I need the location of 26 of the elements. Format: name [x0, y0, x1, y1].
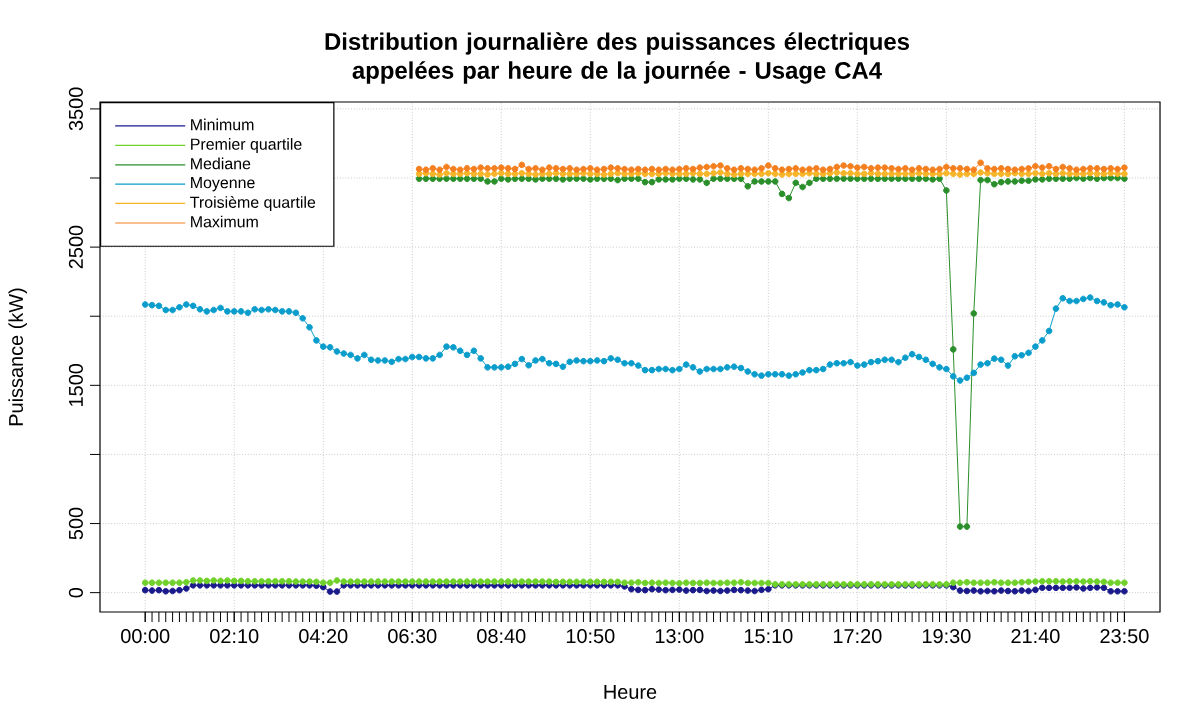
legend-label: Troisième quartile: [190, 196, 316, 212]
x-axis-title: Heure: [604, 685, 657, 699]
y-tick-label: 500: [68, 507, 83, 540]
y-tick-label: 3500: [68, 87, 83, 131]
legend-label: Mediane: [191, 157, 251, 170]
x-tick-label: 08:40: [477, 629, 526, 644]
legend-label: Premier quartile: [191, 138, 302, 153]
y-tick-label: 1500: [68, 363, 83, 406]
x-tick-label: 19:30: [922, 629, 971, 644]
x-tick-label: 13:00: [655, 629, 704, 644]
x-tick-label: 00:00: [121, 629, 170, 644]
y-tick-label: 2500: [68, 225, 83, 269]
x-tick-label: 10:50: [566, 629, 615, 644]
x-tick-label: 17:20: [833, 629, 882, 644]
x-tick-label: 06:30: [388, 629, 437, 644]
legend-label: Minimum: [191, 118, 254, 131]
y-tick-label: 0: [68, 587, 83, 598]
legend-label: Moyenne: [191, 177, 255, 192]
chart-title: Distribution journalière des puissances électriques appelées par heure de la journée - Usage CA4: [325, 32, 910, 84]
x-tick-label: 21:40: [1011, 629, 1060, 644]
x-tick-label: 04:20: [299, 629, 348, 644]
legend-label: Maximum: [191, 215, 258, 228]
x-tick-label: 15:10: [744, 629, 793, 644]
x-tick-label: 23:50: [1100, 629, 1149, 644]
x-tick-label: 02:10: [210, 629, 259, 644]
y-axis-title: Puissance (kW): [8, 288, 27, 426]
